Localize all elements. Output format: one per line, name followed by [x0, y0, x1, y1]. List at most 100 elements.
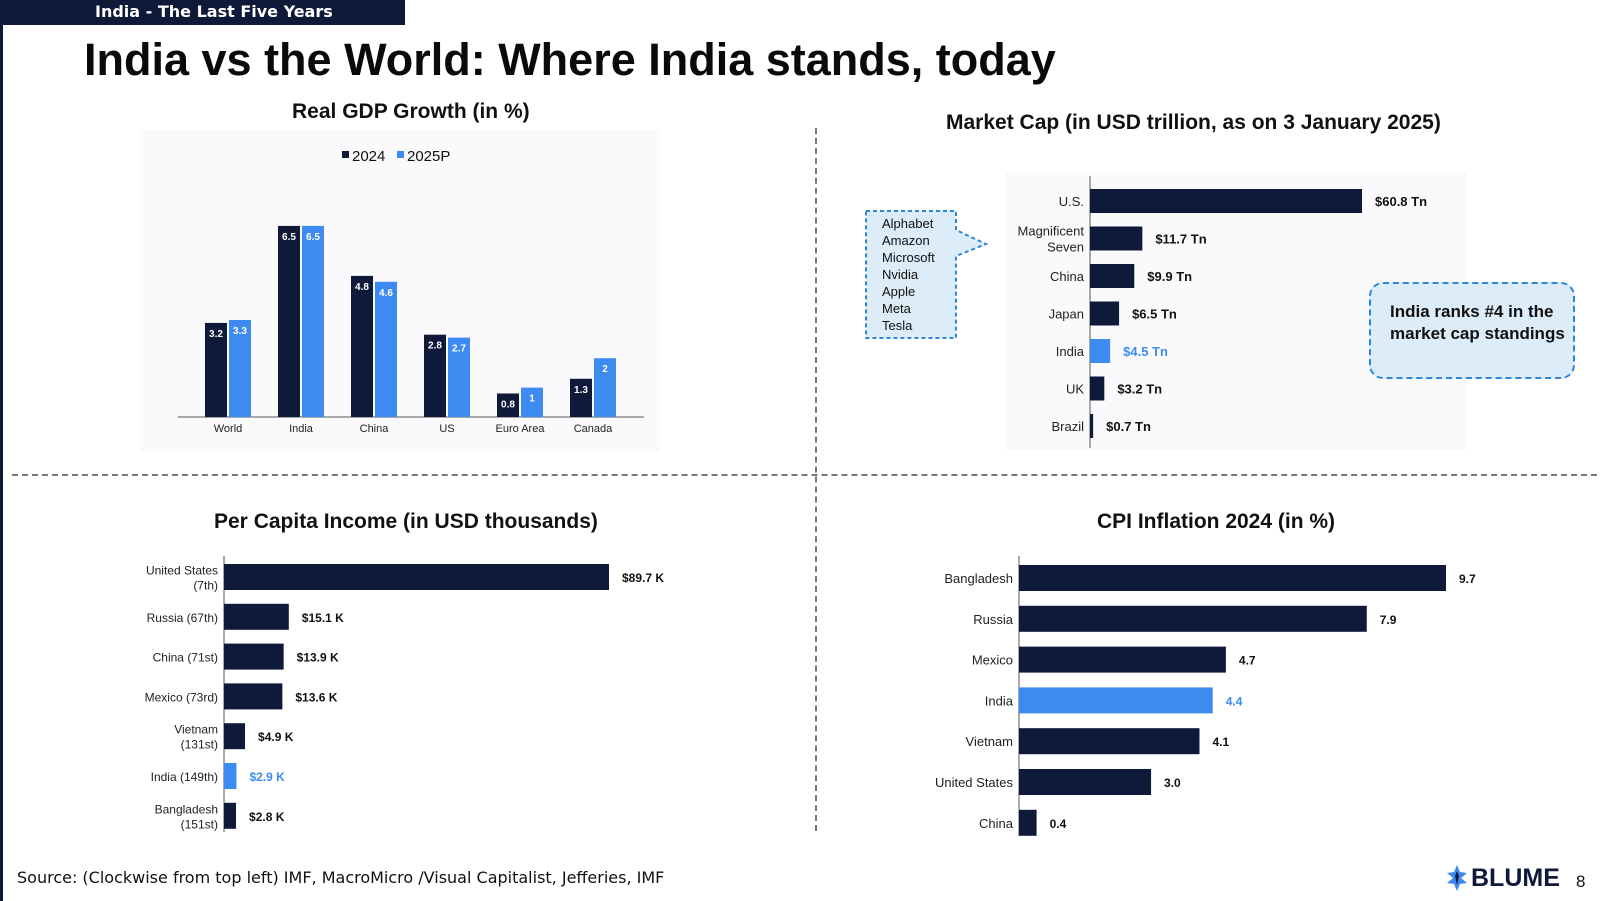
cpi-bar-russia — [1019, 605, 1367, 632]
gdp-category-label-china: China — [360, 423, 390, 435]
legend-label-2025p: 2025P — [407, 148, 450, 165]
legend-swatch-2025p — [397, 151, 404, 158]
mcap-value-label-brazil: $0.7 Tn — [1106, 419, 1151, 434]
mcap-chart-title: Market Cap (in USD trillion, as on 3 Jan… — [946, 111, 1441, 134]
income-bar-vietnam-131st — [224, 723, 246, 750]
gdp-value-label-us-2024: 2.8 — [428, 341, 442, 352]
mcap-category-label-japan: Japan — [1049, 307, 1084, 322]
gdp-bar-euro-area-2025p — [521, 387, 543, 417]
blume-logo: BLUME — [1446, 861, 1560, 895]
mcap-bar-uk — [1090, 376, 1105, 401]
cpi-category-label-india: India — [985, 693, 1014, 708]
mcap-category-label-magnificent-seven: Magnificent Seven — [1018, 224, 1085, 255]
gdp-bar-world-2025p — [229, 319, 251, 417]
page-number: 8 — [1576, 872, 1586, 891]
gdp-category-label-canada: Canada — [574, 423, 613, 435]
income-value-label-mexico-73rd: $13.6 K — [295, 690, 337, 704]
page-title: India vs the World: Where India stands, … — [84, 34, 1056, 85]
income-bar-india-149th — [224, 763, 237, 789]
gdp-bar-world-2024 — [205, 322, 227, 417]
mcap-value-label-uk: $3.2 Tn — [1117, 382, 1162, 397]
gdp-value-label-euro-area-2024: 0.8 — [501, 399, 515, 410]
bubble-item-tesla: Tesla — [882, 318, 913, 333]
cpi-value-label-bangladesh: 9.7 — [1459, 572, 1476, 586]
gdp-category-label-india: India — [289, 423, 314, 435]
blume-logo-text: BLUME — [1471, 863, 1560, 892]
bubble-item-nvidia: Nvidia — [882, 267, 919, 282]
gdp-category-label-world: World — [214, 423, 243, 435]
cpi-bar-bangladesh — [1019, 565, 1446, 591]
vertical-divider — [815, 128, 817, 831]
gdp-value-label-us-2025p: 2.7 — [452, 344, 466, 355]
cpi-value-label-china: 0.4 — [1050, 817, 1067, 831]
income-category-label-mexico-73rd: Mexico (73rd) — [145, 690, 218, 704]
mcap-category-label-brazil: Brazil — [1051, 419, 1084, 434]
mcap-category-label-india: India — [1056, 344, 1085, 359]
income-category-label-russia-67th: Russia (67th) — [147, 611, 218, 625]
cpi-value-label-vietnam: 4.1 — [1212, 735, 1229, 749]
gdp-chart-title: Real GDP Growth (in %) — [292, 100, 530, 123]
cpi-chart-title: CPI Inflation 2024 (in %) — [1097, 510, 1336, 533]
gdp-bar-china-2025p — [375, 281, 397, 417]
section-tag: India - The Last Five Years — [0, 0, 405, 25]
mcap-bar-india — [1090, 339, 1111, 363]
bubble-item-microsoft: Microsoft — [882, 250, 935, 265]
income-value-label-china-71st: $13.9 K — [297, 651, 339, 665]
blume-logo-icon — [1447, 865, 1467, 891]
mcap-category-label-u-s: U.S. — [1059, 194, 1084, 209]
mcap-value-label-india: $4.5 Tn — [1123, 344, 1168, 359]
mcap-value-label-china: $9.9 Tn — [1147, 269, 1192, 284]
gdp-value-label-china-2024: 4.8 — [355, 282, 369, 293]
mcap-category-label-uk: UK — [1066, 382, 1084, 397]
cpi-category-label-china: China — [979, 816, 1014, 831]
income-value-label-bangladesh-151st: $2.8 K — [249, 810, 285, 824]
left-accent-rule — [0, 0, 3, 901]
cpi-value-label-mexico: 4.7 — [1239, 654, 1256, 668]
mcap-value-label-u-s: $60.8 Tn — [1375, 194, 1427, 209]
income-bar-russia-67th — [224, 603, 289, 630]
cpi-value-label-russia: 7.9 — [1380, 613, 1397, 627]
cpi-bar-united-states — [1019, 769, 1152, 795]
horizontal-divider — [12, 474, 1597, 476]
cpi-category-label-vietnam: Vietnam — [966, 734, 1013, 749]
cpi-bar-china — [1019, 809, 1037, 836]
bubble-item-alphabet: Alphabet — [882, 216, 934, 231]
cpi-value-label-united-states: 3.0 — [1164, 776, 1181, 790]
income-category-label-vietnam-131st: Vietnam (131st) — [174, 723, 218, 752]
income-bar-united-states-7th — [224, 564, 609, 590]
mcap-category-label-china: China — [1050, 269, 1085, 284]
gdp-legend: 2024 2025P — [342, 148, 450, 165]
gdp-value-label-euro-area-2025p: 1 — [529, 394, 535, 405]
source-note: Source: (Clockwise from top left) IMF, M… — [17, 868, 665, 887]
cpi-category-label-mexico: Mexico — [972, 653, 1013, 668]
gdp-bar-us-2025p — [448, 337, 470, 417]
magnificent-seven-bubble: Alphabet Amazon Microsoft Nvidia Apple Meta Te… — [865, 210, 989, 339]
cpi-category-label-united-states: United States — [935, 775, 1014, 790]
gdp-value-label-india-2025p: 6.5 — [306, 232, 320, 243]
income-value-label-russia-67th: $15.1 K — [302, 611, 344, 625]
cpi-value-label-india: 4.4 — [1226, 694, 1243, 708]
gdp-value-label-world-2024: 3.2 — [209, 329, 223, 340]
income-value-label-united-states-7th: $89.7 K — [622, 571, 664, 585]
india-rank-callout: India ranks #4 in the market cap standin… — [1369, 282, 1575, 379]
gdp-bar-canada-2024 — [570, 378, 592, 417]
bubble-item-amazon: Amazon — [882, 233, 930, 248]
mcap-bar-u-s — [1090, 189, 1362, 213]
gdp-bar-china-2024 — [351, 275, 373, 417]
gdp-value-label-canada-2024: 1.3 — [574, 385, 588, 396]
cpi-category-label-russia: Russia — [973, 612, 1014, 627]
legend-label-2024: 2024 — [352, 148, 385, 165]
gdp-bar-india-2024 — [278, 225, 300, 417]
income-bar-china-71st — [224, 643, 284, 670]
income-category-label-bangladesh-151st: Bangladesh (151st) — [155, 802, 218, 831]
cpi-bar-india — [1019, 687, 1213, 714]
bubble-item-apple: Apple — [882, 284, 915, 299]
mcap-bar-magnificent-seven — [1090, 226, 1143, 251]
cpi-bar-mexico — [1019, 646, 1226, 673]
mcap-value-label-japan: $6.5 Tn — [1132, 307, 1177, 322]
bubble-outline — [865, 210, 989, 339]
